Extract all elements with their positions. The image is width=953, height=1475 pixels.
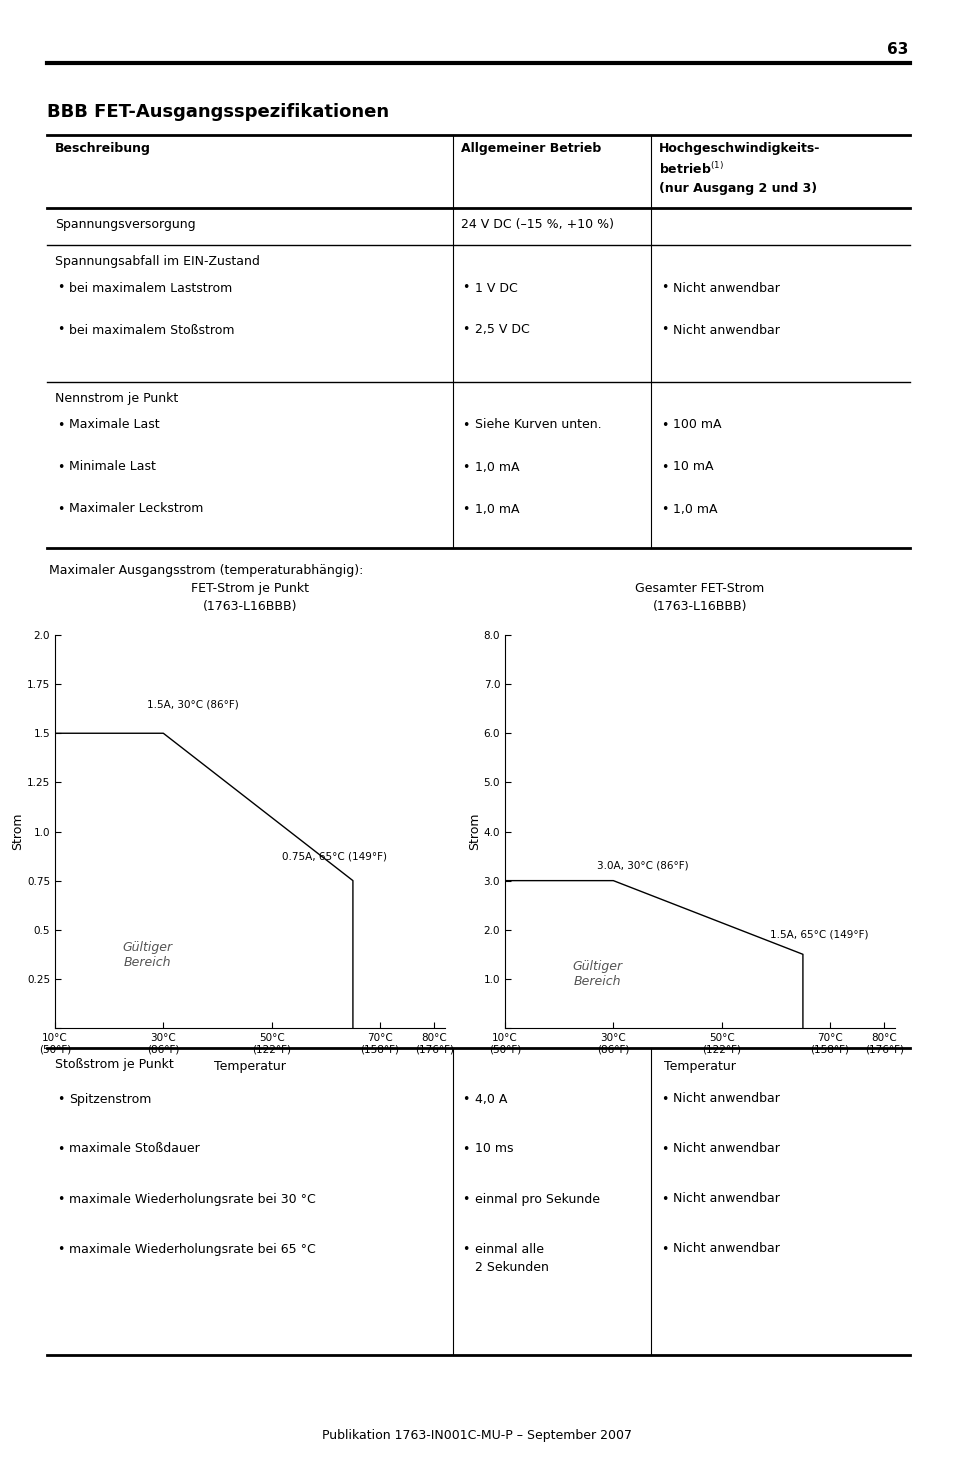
Text: •: • (57, 503, 64, 515)
Text: FET-Strom je Punkt
(1763-L16BBB): FET-Strom je Punkt (1763-L16BBB) (191, 583, 309, 614)
Text: Beschreibung: Beschreibung (55, 142, 151, 155)
X-axis label: Temperatur: Temperatur (663, 1061, 735, 1072)
Text: •: • (660, 460, 668, 473)
Text: Nicht anwendbar: Nicht anwendbar (673, 1143, 780, 1155)
Text: 4,0 A: 4,0 A (474, 1093, 506, 1105)
Text: •: • (660, 419, 668, 432)
Y-axis label: Strom: Strom (11, 813, 24, 850)
Text: Nicht anwendbar: Nicht anwendbar (673, 1093, 780, 1105)
Text: Maximale Last: Maximale Last (69, 419, 159, 432)
Text: Minimale Last: Minimale Last (69, 460, 155, 473)
Text: •: • (57, 323, 64, 336)
Text: Nicht anwendbar: Nicht anwendbar (673, 1192, 780, 1205)
Text: Nicht anwendbar: Nicht anwendbar (673, 282, 780, 295)
Text: Spannungsversorgung: Spannungsversorgung (55, 218, 195, 232)
Text: •: • (660, 323, 668, 336)
Text: 3.0A, 30°C (86°F): 3.0A, 30°C (86°F) (597, 860, 688, 870)
Text: •: • (660, 1093, 668, 1105)
X-axis label: Temperatur: Temperatur (213, 1061, 286, 1072)
Text: 1,0 mA: 1,0 mA (474, 503, 518, 515)
Text: 24 V DC (–15 %, +10 %): 24 V DC (–15 %, +10 %) (460, 218, 613, 232)
Text: Nicht anwendbar: Nicht anwendbar (673, 323, 780, 336)
Text: •: • (57, 1143, 64, 1155)
Text: Gültiger
Bereich: Gültiger Bereich (572, 960, 621, 988)
Text: 100 mA: 100 mA (673, 419, 720, 432)
Text: Stoßstrom je Punkt: Stoßstrom je Punkt (55, 1058, 173, 1071)
Text: Spitzenstrom: Spitzenstrom (69, 1093, 152, 1105)
Text: maximale Stoßdauer: maximale Stoßdauer (69, 1143, 199, 1155)
Text: •: • (462, 460, 470, 473)
Text: •: • (660, 1143, 668, 1155)
Text: Nennstrom je Punkt: Nennstrom je Punkt (55, 392, 178, 406)
Text: •: • (462, 503, 470, 515)
Text: 63: 63 (885, 43, 907, 58)
Text: Gesamter FET-Strom
(1763-L16BBB): Gesamter FET-Strom (1763-L16BBB) (635, 583, 763, 614)
Text: 10 mA: 10 mA (673, 460, 713, 473)
Text: •: • (57, 460, 64, 473)
Text: Allgemeiner Betrieb: Allgemeiner Betrieb (460, 142, 600, 155)
Text: maximale Wiederholungsrate bei 30 °C: maximale Wiederholungsrate bei 30 °C (69, 1192, 315, 1205)
Text: Gültiger
Bereich: Gültiger Bereich (122, 941, 172, 969)
Text: 1.5A, 65°C (149°F): 1.5A, 65°C (149°F) (770, 929, 868, 940)
Text: maximale Wiederholungsrate bei 65 °C: maximale Wiederholungsrate bei 65 °C (69, 1242, 315, 1255)
Text: Nicht anwendbar: Nicht anwendbar (673, 1242, 780, 1255)
Text: einmal pro Sekunde: einmal pro Sekunde (474, 1192, 599, 1205)
Text: 10 ms: 10 ms (474, 1143, 513, 1155)
Text: Hochgeschwindigkeits-
betrieb$^{(1)}$
(nur Ausgang 2 und 3): Hochgeschwindigkeits- betrieb$^{(1)}$ (n… (659, 142, 820, 195)
Text: Maximaler Leckstrom: Maximaler Leckstrom (69, 503, 203, 515)
Text: •: • (57, 1093, 64, 1105)
Text: •: • (462, 1242, 470, 1255)
Text: bei maximalem Stoßstrom: bei maximalem Stoßstrom (69, 323, 234, 336)
Text: •: • (660, 1192, 668, 1205)
Text: •: • (660, 282, 668, 295)
Text: •: • (462, 282, 470, 295)
Text: •: • (462, 419, 470, 432)
Text: Maximaler Ausgangsstrom (temperaturabhängig):: Maximaler Ausgangsstrom (temperaturabhän… (49, 563, 363, 577)
Text: •: • (462, 1192, 470, 1205)
Text: •: • (57, 419, 64, 432)
Text: 1 V DC: 1 V DC (474, 282, 517, 295)
Text: 1,0 mA: 1,0 mA (673, 503, 717, 515)
Text: 1,0 mA: 1,0 mA (474, 460, 518, 473)
Text: 0.75A, 65°C (149°F): 0.75A, 65°C (149°F) (282, 851, 387, 861)
Y-axis label: Strom: Strom (467, 813, 480, 850)
Text: •: • (57, 1192, 64, 1205)
Text: bei maximalem Laststrom: bei maximalem Laststrom (69, 282, 232, 295)
Text: Spannungsabfall im EIN-Zustand: Spannungsabfall im EIN-Zustand (55, 255, 259, 268)
Text: BBB FET-Ausgangsspezifikationen: BBB FET-Ausgangsspezifikationen (47, 103, 389, 121)
Text: •: • (660, 1242, 668, 1255)
Text: •: • (462, 1093, 470, 1105)
Text: •: • (57, 282, 64, 295)
Text: einmal alle
2 Sekunden: einmal alle 2 Sekunden (474, 1243, 548, 1274)
Text: •: • (660, 503, 668, 515)
Text: Siehe Kurven unten.: Siehe Kurven unten. (474, 419, 600, 432)
Text: 1.5A, 30°C (86°F): 1.5A, 30°C (86°F) (147, 699, 238, 709)
Text: •: • (462, 1143, 470, 1155)
Text: •: • (57, 1242, 64, 1255)
Text: 2,5 V DC: 2,5 V DC (474, 323, 529, 336)
Text: Publikation 1763-IN001C-MU-P – September 2007: Publikation 1763-IN001C-MU-P – September… (322, 1428, 631, 1441)
Text: •: • (462, 323, 470, 336)
